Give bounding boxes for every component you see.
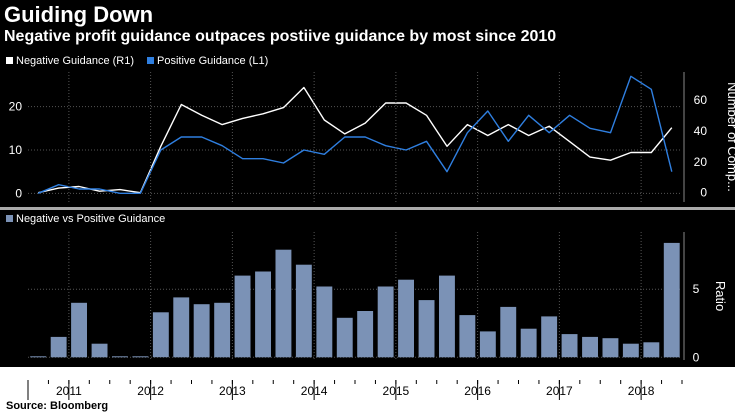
ratio-bar (214, 302, 231, 358)
ratio-bar (152, 312, 169, 358)
ratio-bar (173, 297, 190, 358)
ratio-bar (582, 336, 598, 358)
left-tick-label: 10 (9, 143, 23, 157)
x-axis: 2011 2012 2013 2014 2015 2016 2017 2018 (27, 380, 683, 400)
ratio-bar (71, 302, 87, 358)
ratio-bar (398, 279, 414, 358)
ratio-bar (377, 286, 394, 358)
legend-swatch-negative (6, 57, 13, 64)
ratio-bar (439, 275, 455, 358)
right-axis-label: Number of Comp... (725, 82, 735, 192)
x-tick-label: 2011 (56, 384, 82, 398)
positive-guidance-line (37, 75, 673, 195)
ratio-bar (541, 316, 558, 358)
legend-swatch-ratio (6, 215, 13, 222)
x-axis-band (0, 367, 735, 413)
left-tick-label: 0 (15, 186, 22, 200)
ratio-bar (500, 306, 517, 358)
ratio-bar (132, 356, 149, 358)
x-tick-label: 2013 (219, 384, 246, 398)
chart-subtitle: Negative profit guidance outpaces postii… (4, 28, 557, 45)
ratio-bar (193, 304, 210, 358)
ratio-bar (255, 271, 271, 358)
ratio-bar (112, 356, 128, 358)
ratio-bar (50, 336, 67, 358)
bar-tick-label: 5 (693, 282, 700, 296)
source-note: Source: Bloomberg (6, 400, 109, 412)
panel-divider (0, 207, 735, 210)
x-tick-label: 2016 (464, 384, 491, 398)
bar-tick-label: 0 (693, 350, 700, 364)
ratio-bar (479, 331, 496, 358)
legend-label-positive: Positive Guidance (L1) (157, 55, 268, 67)
left-tick-label: 20 (9, 100, 23, 114)
x-tick-label: 2012 (137, 384, 164, 398)
bar-legend: Negative vs Positive Guidance (6, 213, 165, 225)
x-tick-label: 2018 (628, 384, 655, 398)
x-tick-label: 2017 (546, 384, 573, 398)
bar-chart-panel: 0 5 Ratio (28, 232, 728, 364)
ratio-bar (30, 356, 47, 358)
ratio-bar (561, 334, 578, 358)
ratio-bar (643, 342, 660, 358)
ratio-bar (520, 328, 537, 358)
right-tick-label: 40 (694, 124, 708, 138)
line-legend: Negative Guidance (R1) Positive Guidance… (6, 55, 268, 67)
legend-label-ratio: Negative vs Positive Guidance (16, 213, 165, 225)
ratio-bar (663, 242, 680, 358)
chart-title: Guiding Down (4, 2, 154, 27)
ratio-bar (234, 275, 251, 358)
right-tick-label: 0 (700, 186, 707, 200)
ratio-bar (357, 311, 374, 358)
negative-guidance-line (38, 86, 673, 194)
ratio-bar (91, 343, 108, 358)
ratio-bar (602, 338, 619, 358)
line-chart-panel: 0 10 20 0 20 40 60 Number of Comp... (9, 72, 735, 202)
x-tick-label: 2014 (301, 384, 328, 398)
ratio-bar (336, 317, 353, 358)
ratio-bar (459, 315, 476, 358)
legend-label-negative: Negative Guidance (R1) (16, 55, 134, 67)
bar-axis-label: Ratio (713, 281, 728, 311)
ratio-bar (295, 264, 312, 358)
x-tick-label: 2015 (383, 384, 410, 398)
ratio-bar (316, 286, 333, 358)
ratio-bar (418, 300, 435, 358)
legend-swatch-positive (147, 57, 154, 64)
right-tick-label: 60 (694, 93, 708, 107)
ratio-bar (275, 249, 292, 358)
ratio-bar (622, 343, 639, 358)
right-tick-label: 20 (694, 155, 708, 169)
